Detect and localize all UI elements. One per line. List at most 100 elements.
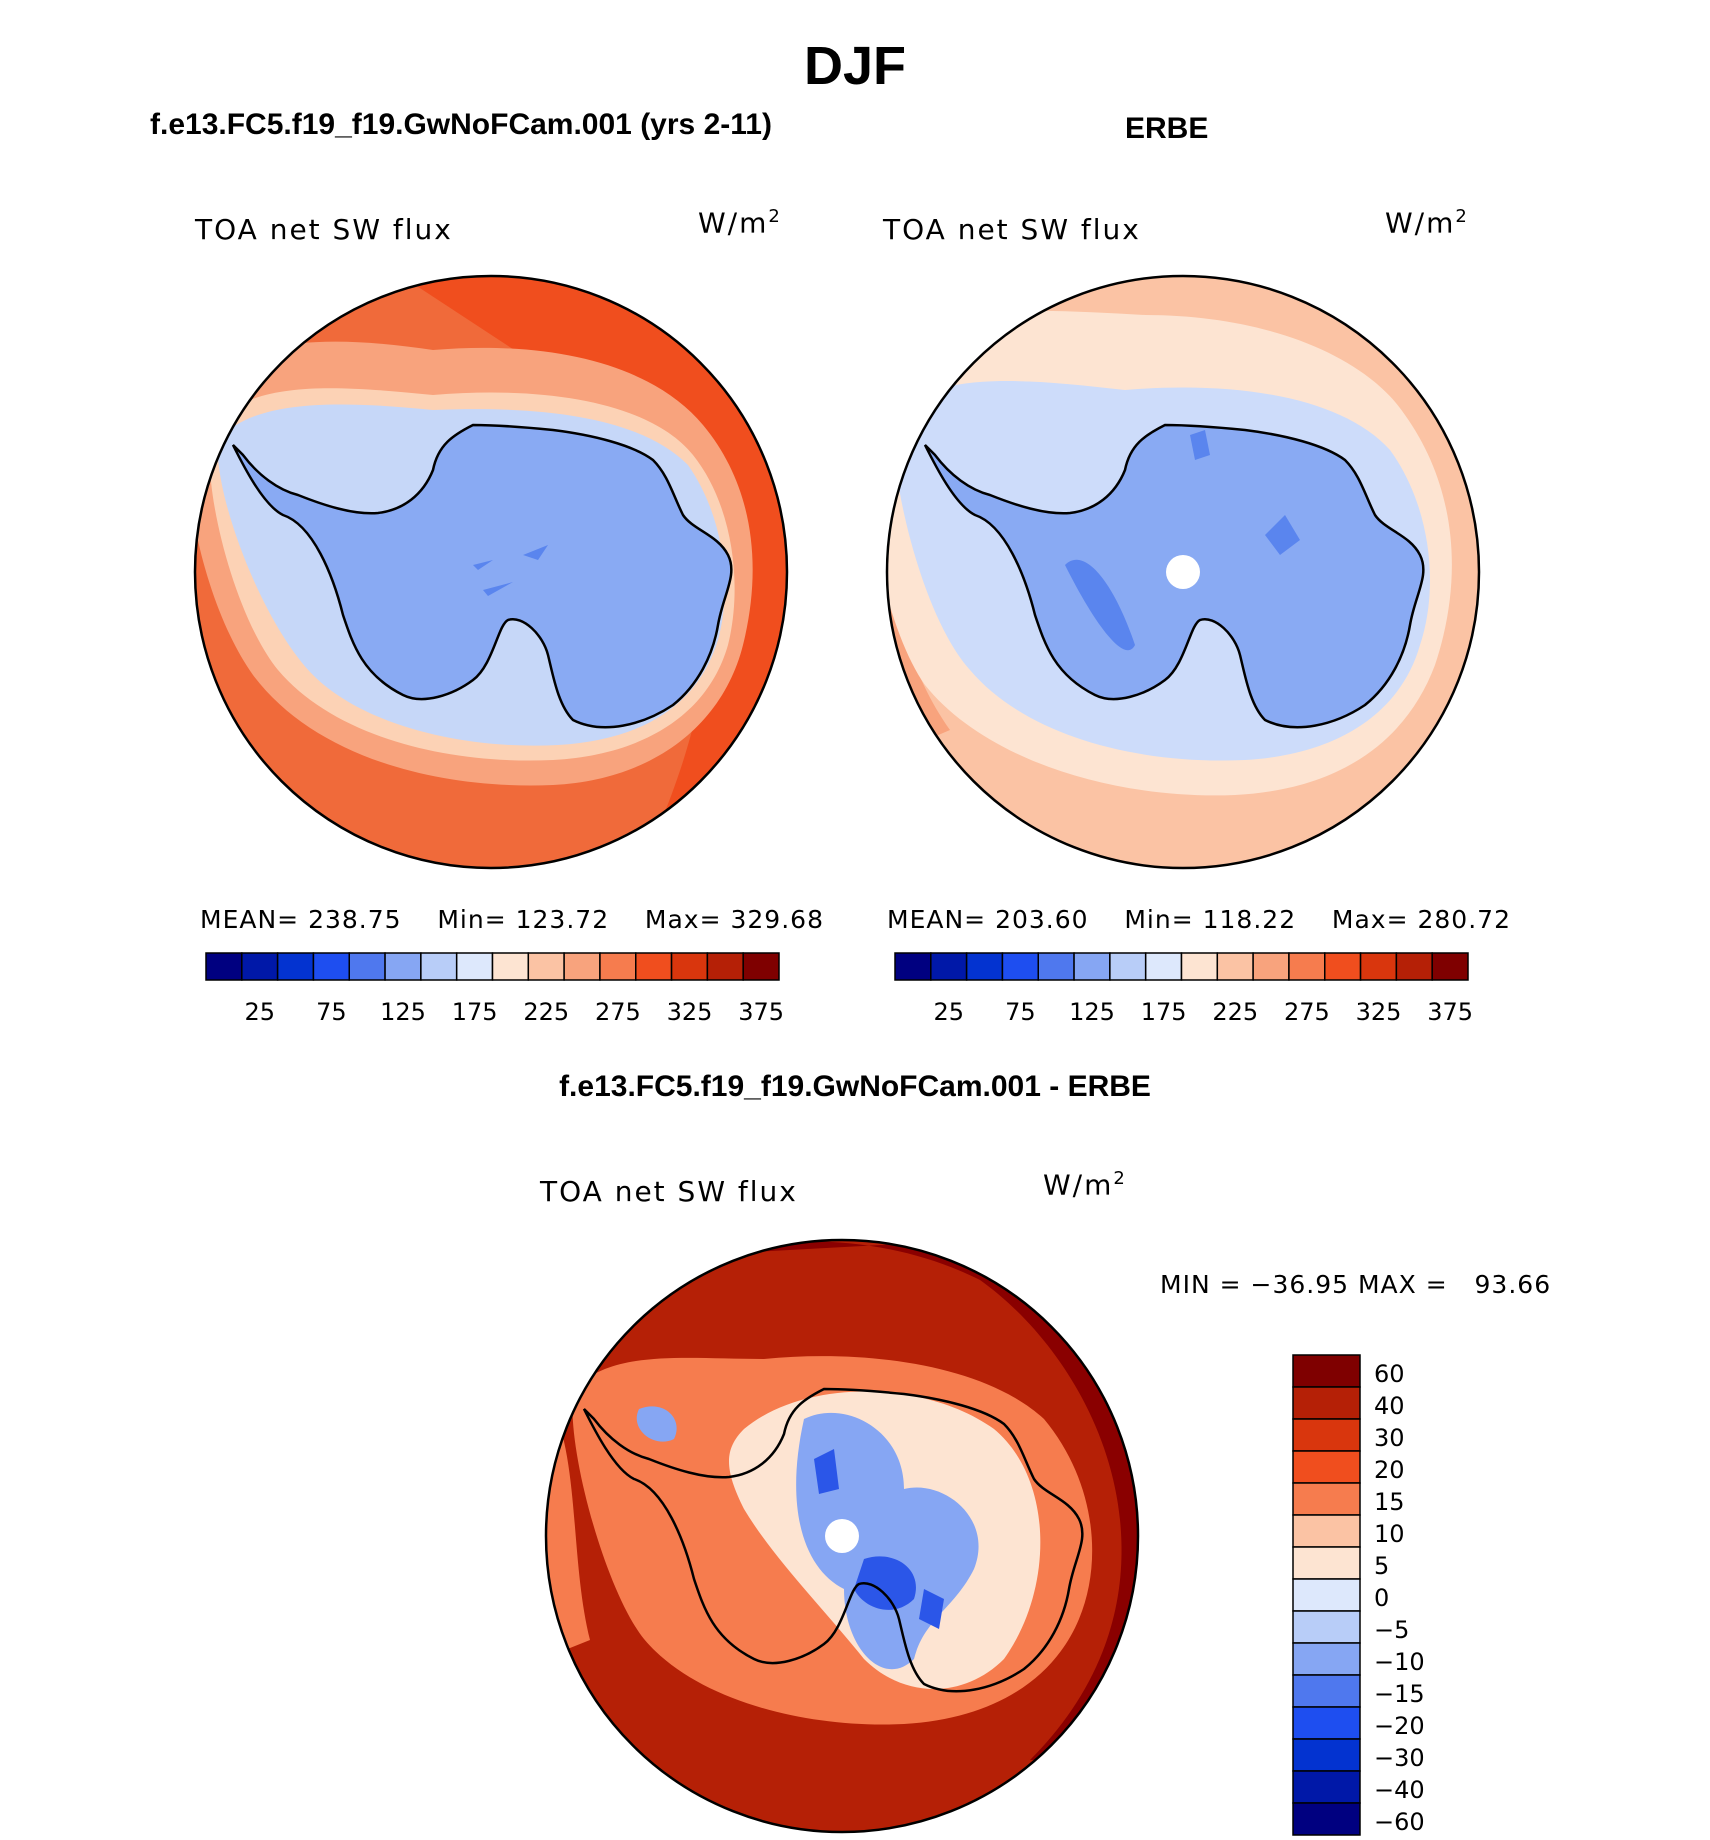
colorbar-diff-swatch: [1292, 1770, 1361, 1804]
map-diff-pole-gap: [825, 1519, 859, 1553]
colorbar-diff-tick-label: 60: [1374, 1360, 1405, 1388]
panel-right-units: W/m2: [1385, 206, 1469, 240]
map-diff-border: [544, 1238, 1140, 1834]
colorbar-right-swatch: [1324, 952, 1362, 981]
colorbar-diff-swatch: [1292, 1610, 1361, 1644]
colorbar-diff-swatch: [1292, 1578, 1361, 1612]
colorbar-right-swatch: [1180, 952, 1219, 981]
colorbar-right-swatch: [1001, 952, 1039, 981]
map-diff: [544, 1238, 1140, 1834]
colorbar-right-swatch: [1359, 952, 1398, 981]
colorbar-right-tick-label: 375: [1427, 998, 1473, 1026]
colorbar-right-tick-label: 275: [1284, 998, 1330, 1026]
colorbar-diff-swatch: [1292, 1450, 1361, 1484]
colorbar-right-tick-label: 325: [1356, 998, 1402, 1026]
colorbar-diff: 60 40 30 20 15 10 5 0 −5 −10 −15 −20 −30 −40 −60: [1292, 1354, 1425, 1836]
map-diff-negative-core: [814, 1449, 944, 1629]
colorbar-diff-swatch: [1292, 1706, 1361, 1740]
colorbar-diff-swatch: [1292, 1386, 1361, 1420]
panel-left-units: W/m2: [698, 206, 782, 240]
diff-minmax: MIN = −36.95 MAX = 93.66: [1160, 1270, 1552, 1299]
colorbar-right-swatch: [1288, 952, 1326, 981]
colorbar-diff-swatch: [1292, 1674, 1361, 1708]
colorbar-left-swatch: [527, 952, 565, 981]
colorbar-left: 25 75 125 175 225 275 325 375: [205, 952, 784, 1026]
colorbar-left-tick-label: 325: [667, 998, 713, 1026]
colorbar-diff-swatch: [1292, 1802, 1361, 1836]
colorbar-right-tick-label: 175: [1141, 998, 1187, 1026]
map-right-pole-gap: [1166, 555, 1200, 589]
colorbar-diff-tick-label: −60: [1374, 1808, 1425, 1836]
colorbar-right-swatch: [1144, 952, 1183, 981]
colorbar-left-swatch: [241, 952, 279, 981]
colorbar-diff-tick-label: −40: [1374, 1776, 1425, 1804]
colorbar-left-tick-label: 25: [244, 998, 275, 1026]
map-diff-peninsula-blue: [636, 1406, 677, 1442]
colorbar-left-tick-label: 275: [595, 998, 641, 1026]
colorbar-diff-tick-label: −5: [1374, 1616, 1409, 1644]
panel-left-stats: MEAN= 238.75 Min= 123.72 Max= 329.68: [200, 905, 824, 934]
map-right-border: [885, 274, 1481, 870]
colorbar-right-swatch: [1216, 952, 1254, 981]
map-left-plateau: [473, 545, 548, 596]
colorbar-diff-tick-label: 10: [1374, 1520, 1405, 1548]
colorbar-diff-swatch: [1292, 1514, 1361, 1548]
colorbar-diff-tick-label: 5: [1374, 1552, 1389, 1580]
colorbar-right-tick-label: 75: [1005, 998, 1036, 1026]
colorbar-right-tick-label: 225: [1212, 998, 1258, 1026]
colorbar-right-swatch: [1252, 952, 1290, 981]
colorbar-left-tick-label: 175: [452, 998, 498, 1026]
diff-units: W/m2: [1043, 1168, 1127, 1202]
colorbar-left-swatch: [491, 952, 530, 981]
colorbar-diff-swatch: [1292, 1642, 1361, 1676]
colorbar-left-swatch: [420, 952, 458, 981]
colorbar-left-swatch: [384, 952, 422, 981]
map-right: [885, 274, 1481, 870]
colorbar-right-swatch: [894, 952, 932, 981]
colorbar-left-tick-label: 225: [523, 998, 569, 1026]
colorbar-diff-tick-label: −10: [1374, 1648, 1425, 1676]
colorbar-left-swatch: [635, 952, 673, 981]
colorbar-left-swatch: [455, 952, 494, 981]
colorbar-diff-tick-label: 40: [1374, 1392, 1405, 1420]
colorbar-right-swatch: [1109, 952, 1147, 981]
colorbar-left-swatch: [706, 952, 744, 981]
panel-right-heading: ERBE: [1125, 112, 1209, 145]
colorbar-diff-swatch: [1292, 1418, 1361, 1452]
colorbar-right-swatch: [1431, 952, 1469, 981]
colorbar-left-swatch: [276, 952, 315, 981]
map-left: [193, 274, 789, 870]
colorbar-left-tick-label: 375: [738, 998, 784, 1026]
colorbar-left-tick-label: 125: [380, 998, 426, 1026]
colorbar-left-swatch: [599, 952, 637, 981]
colorbar-right-swatch: [1073, 952, 1111, 981]
colorbar-left-swatch: [563, 952, 601, 981]
colorbar-right-swatch: [930, 952, 968, 981]
colorbar-diff-swatch: [1292, 1546, 1361, 1580]
colorbar-diff-tick-label: 20: [1374, 1456, 1405, 1484]
colorbar-diff-swatch: [1292, 1482, 1361, 1516]
colorbar-diff-swatch: [1292, 1738, 1361, 1772]
panel-right-stats: MEAN= 203.60 Min= 118.22 Max= 280.72: [887, 905, 1511, 934]
colorbar-diff-tick-label: 30: [1374, 1424, 1405, 1452]
diff-variable: TOA net SW flux: [540, 1175, 798, 1208]
colorbar-right-tick-label: 125: [1069, 998, 1115, 1026]
colorbar-diff-tick-label: 15: [1374, 1488, 1405, 1516]
colorbar-left-swatch: [205, 952, 243, 981]
colorbar-left-swatch: [742, 952, 780, 981]
colorbar-left-swatch: [348, 952, 386, 981]
panel-right-variable: TOA net SW flux: [883, 213, 1141, 246]
colorbar-left-swatch: [312, 952, 350, 981]
colorbar-left-tick-label: 75: [316, 998, 347, 1026]
colorbar-right-swatch: [965, 952, 1004, 981]
colorbar-diff-swatch: [1292, 1354, 1361, 1388]
map-left-border: [193, 274, 789, 870]
colorbar-right: 25 75 125 175 225 275 325 375: [894, 952, 1473, 1026]
figure-title: DJF: [803, 36, 906, 96]
colorbar-diff-tick-label: −20: [1374, 1712, 1425, 1740]
colorbar-right-tick-label: 25: [933, 998, 964, 1026]
colorbar-diff-tick-label: −30: [1374, 1744, 1425, 1772]
colorbar-right-swatch: [1037, 952, 1075, 981]
panel-left-heading: f.e13.FC5.f19_f19.GwNoFCam.001 (yrs 2-11…: [150, 108, 772, 141]
colorbar-diff-tick-label: 0: [1374, 1584, 1389, 1612]
